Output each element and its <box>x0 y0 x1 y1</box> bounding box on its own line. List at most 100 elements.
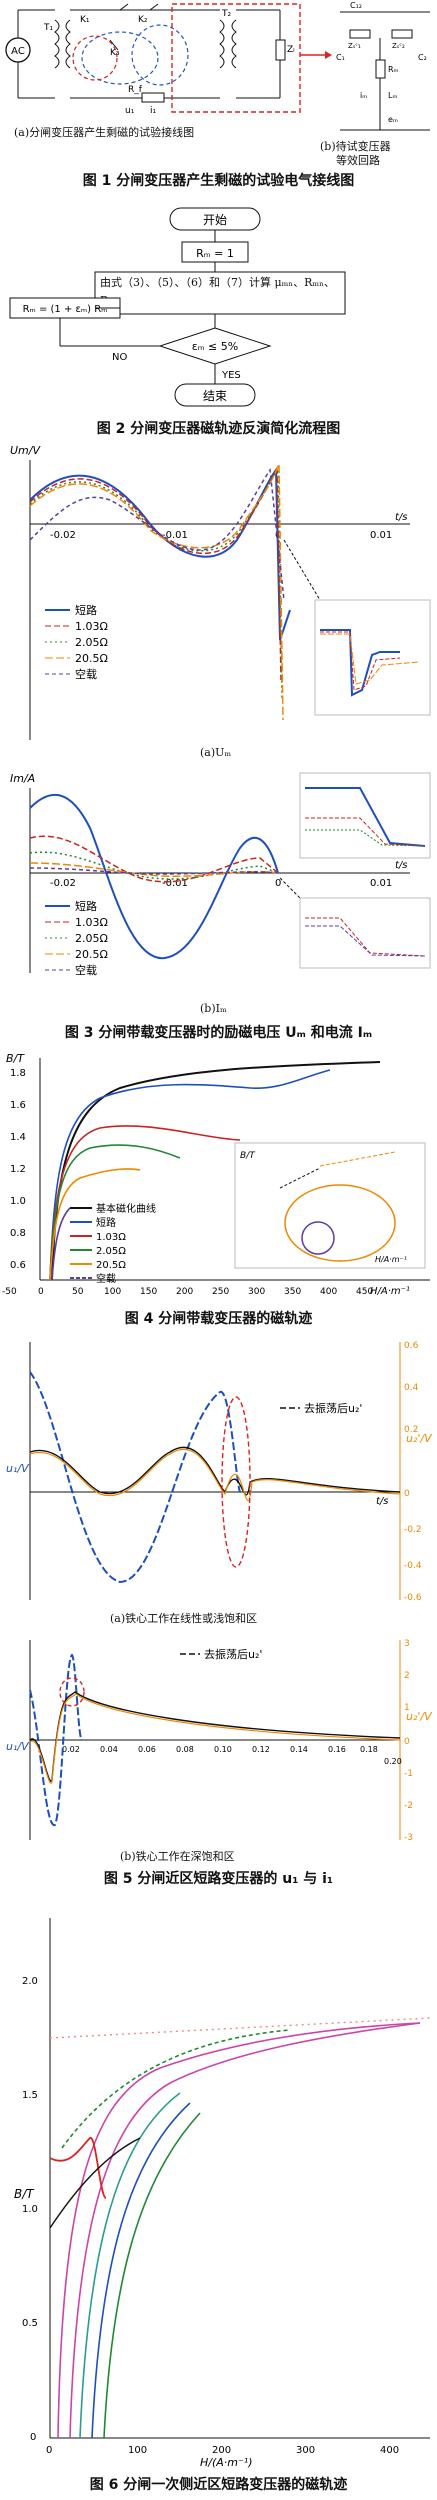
fig6-xtick: 200 <box>212 2445 231 2456</box>
fig3b-tick: 0 <box>275 878 281 889</box>
fig5b-ylabel-left: u₁/V <box>6 1740 30 1753</box>
fig5b-xtick: 0.08 <box>176 1745 194 1754</box>
fig4-ytick: 1.0 <box>10 1196 26 1207</box>
fig5b-rtick: -1 <box>404 1769 413 1779</box>
fig3-caption: 图 3 分闸带载变压器时的励磁电压 Uₘ 和电流 Iₘ <box>64 1025 373 1041</box>
fig5a-rtick: 0.2 <box>404 1425 418 1435</box>
legend-item: 1.03Ω <box>75 620 108 633</box>
legend-item: 短路 <box>75 899 97 913</box>
fig3b-ylabel: Im/A <box>10 772 35 785</box>
legend-item: 空载 <box>75 963 97 977</box>
fig5b-rtick: -3 <box>404 1833 413 1843</box>
fig5b-rtick: 0 <box>404 1737 410 1747</box>
c1-label: C₁ <box>336 53 345 62</box>
fig4-xtick: 200 <box>176 1287 193 1297</box>
fig3a-xunit: t/s <box>395 512 408 523</box>
fig4-xtick: 300 <box>248 1287 265 1297</box>
flow-calc: 由式（3）、（5）、（6）和（7）计算 μₘₙ、Rₘₙ、Bₘₙ <box>100 276 335 307</box>
fig6-ytick: 0.5 <box>22 2318 38 2329</box>
fig5b-sub: (b)铁心工作在深饱和区 <box>120 1850 235 1863</box>
fig4-ytick: 1.2 <box>10 1164 26 1175</box>
fig4-xtick: 50 <box>72 1287 84 1297</box>
zsc2-label: Zₛᶜ₂ <box>392 42 405 50</box>
rm-label: Rₘ <box>388 65 399 74</box>
fig5a-ylabel-right: u₂'/V <box>406 1432 433 1445</box>
circuit-diagram: AC T₁ K₁ K₂ K₃ R_f i₁ u₁ T₂ Zₗ C₁₂ Zₛᶜ₁ … <box>5 1 430 131</box>
fig5b-xtick: 0.12 <box>252 1745 270 1754</box>
fig4-caption: 图 4 分闸带载变压器的磁轨迹 <box>124 1311 313 1327</box>
legend-item: 短路 <box>75 603 97 617</box>
t2-label: T₂ <box>221 9 231 19</box>
fig4-ytick: 0.8 <box>10 1228 26 1239</box>
fig5b-rtick: 3 <box>404 1639 410 1649</box>
fig5a-ylabel-left: u₁/V <box>6 1462 30 1475</box>
fig5b-xtick: 0.02 <box>62 1745 80 1754</box>
fig3b-xunit: t/s <box>395 860 408 871</box>
im-label: iₘ <box>360 91 367 100</box>
flow-yes: YES <box>221 370 241 381</box>
figure-3a: Um/V t/s -0.02 -0.01 0 0.01 短路 1.03Ω 2.0… <box>0 440 437 765</box>
fig4-xlabel: H/A·m⁻¹ <box>370 1286 410 1297</box>
fig3a-legend: 短路 1.03Ω 2.05Ω 20.5Ω 空载 <box>45 603 108 681</box>
fig3a-sub: (a)Uₘ <box>200 746 232 759</box>
fig4-ytick: 1.6 <box>10 1100 26 1111</box>
legend-item: 空载 <box>96 1272 116 1285</box>
fig4-xtick: 150 <box>140 1287 157 1297</box>
fig3a-tick: -0.01 <box>162 530 188 541</box>
legend-item: 2.05Ω <box>96 1246 126 1257</box>
legend-item: 2.05Ω <box>75 932 108 945</box>
c2-label: C₂ <box>418 53 427 62</box>
k3-label: K₃ <box>110 48 120 58</box>
fig3a-tick: -0.02 <box>50 530 76 541</box>
fig3b-tick: 0.01 <box>370 878 392 889</box>
c12-label: C₁₂ <box>350 1 362 10</box>
fig5a-rtick: 0 <box>404 1489 410 1499</box>
fig6-ytick: 1.5 <box>22 2090 38 2101</box>
fig5b-rtick: 1 <box>404 1703 410 1713</box>
flow-cond: εₘ ≤ 5% <box>192 340 238 353</box>
fig4-xtick: -50 <box>2 1287 17 1297</box>
zl-label: Zₗ <box>287 45 295 55</box>
fig4-inset-x: H/A·m⁻¹ <box>375 1255 407 1264</box>
legend-item: 1.03Ω <box>75 916 108 929</box>
fig5b-xtick: 0.06 <box>138 1745 156 1754</box>
fig6-ytick: 2.0 <box>22 1976 38 1987</box>
fig5a-rtick: -0.6 <box>404 1593 422 1603</box>
fig6-ylabel: B/T <box>14 2187 35 2201</box>
fig5a-sub: (a)铁心工作在线性或浅饱和区 <box>110 1612 258 1625</box>
fig5a-rtick: 0.6 <box>404 1341 419 1351</box>
fig4-xtick: 450 <box>356 1287 373 1297</box>
fig4-ylabel: B/T <box>6 1052 25 1065</box>
fig1-sub-a: (a)分闸变压器产生剩磁的试验接线图 <box>14 126 195 139</box>
fig3b-tick: -0.02 <box>50 878 76 889</box>
legend-item: 基本磁化曲线 <box>96 1202 156 1215</box>
ac-source-label: AC <box>11 46 25 57</box>
k1-label: K₁ <box>80 15 90 25</box>
fig5b-ylabel-right: u₂'/V <box>406 1710 433 1723</box>
fig3b-tick: -0.01 <box>162 878 188 889</box>
figure-5b: u₁/V u₂'/V 3 2 1 0 -1 -2 -3 0.02 0.04 0.… <box>0 1630 437 1865</box>
figure-3b: Im/A t/s -0.02 -0.01 0 0.01 短路 1.03Ω 2.0… <box>0 768 437 998</box>
lm-label: Lₘ <box>388 91 397 100</box>
fig4-ytick: 0.6 <box>10 1260 26 1271</box>
fig4-xtick: 0 <box>38 1287 44 1297</box>
u1-label: u₁ <box>125 106 135 116</box>
figure-1: AC T₁ K₁ K₂ K₃ R_f i₁ u₁ T₂ Zₗ C₁₂ Zₛᶜ₁ … <box>0 0 437 167</box>
fig4-legend: 基本磁化曲线 短路 1.03Ω 2.05Ω 20.5Ω 空载 <box>70 1202 156 1285</box>
fig4-xtick: 250 <box>212 1287 229 1297</box>
rf-label: R_f <box>128 85 143 95</box>
fig5b-xtick: 0.04 <box>100 1745 118 1754</box>
fig5b-rtick: -2 <box>404 1801 413 1811</box>
fig5-caption: 图 5 分闸近区短路变压器的 u₁ 与 i₁ <box>103 1871 334 1887</box>
fig5b-xtick: 0.20 <box>384 1757 402 1766</box>
fig4-xtick: 350 <box>284 1287 301 1297</box>
fig3a-tick: 0.01 <box>370 530 392 541</box>
legend-item: 20.5Ω <box>75 948 108 961</box>
legend-item: 20.5Ω <box>75 652 108 665</box>
fig3b-sub: (b)Iₘ <box>200 1002 227 1015</box>
fig1-sub-b2: 等效回路 <box>336 154 380 167</box>
fig4-inset-y: B/T <box>240 1151 256 1161</box>
flow-start: 开始 <box>203 213 227 227</box>
flow-no: NO <box>112 352 127 363</box>
fig5a-xunit: t/s <box>376 1496 389 1507</box>
